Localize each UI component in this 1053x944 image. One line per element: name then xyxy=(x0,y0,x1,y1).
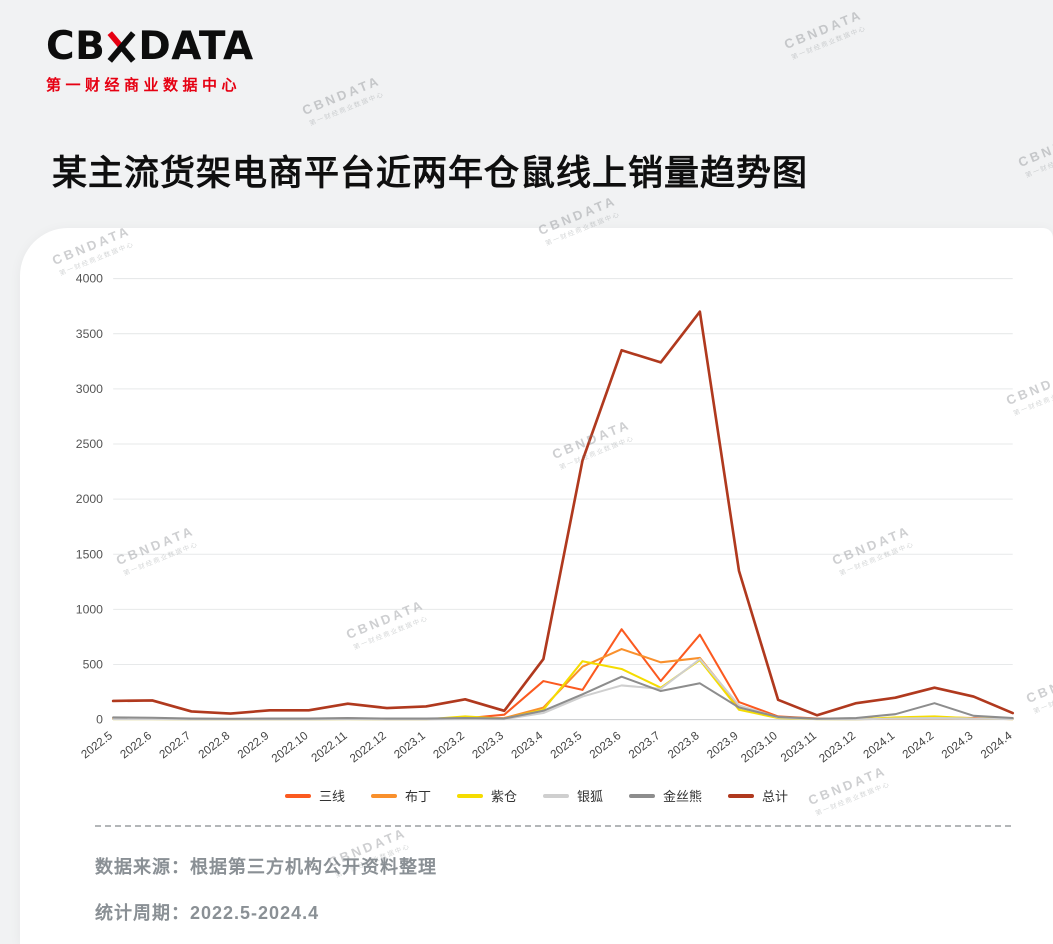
legend-swatch xyxy=(629,793,656,798)
logo-x-mark-icon xyxy=(107,30,136,63)
y-tick-label: 4000 xyxy=(76,272,103,286)
logo-subtitle: 第一财经商业数据中心 xyxy=(46,77,242,94)
x-tick-label: 2023.7 xyxy=(626,729,662,761)
legend-swatch xyxy=(456,793,483,798)
legend-item-三线: 三线 xyxy=(284,786,345,805)
x-tick-label: 2023.9 xyxy=(705,729,741,761)
legend-item-金丝熊: 金丝熊 xyxy=(629,786,702,805)
x-tick-label: 2023.3 xyxy=(470,729,506,761)
chart-legend: 三线 布丁 紫仓 银狐 金丝熊 总计 xyxy=(20,786,1053,805)
legend-item-总计: 总计 xyxy=(728,786,788,805)
series-line-紫仓 xyxy=(112,659,1014,721)
y-tick-label: 2000 xyxy=(76,492,103,506)
x-tick-label: 2022.11 xyxy=(309,729,350,765)
legend-label: 布丁 xyxy=(404,789,431,804)
x-tick-label: 2023.12 xyxy=(817,729,858,765)
series-line-银狐 xyxy=(112,658,1014,721)
y-tick-label: 3500 xyxy=(76,327,103,341)
x-tick-label: 2022.10 xyxy=(269,729,311,766)
y-tick-label: 1500 xyxy=(76,547,103,561)
x-tick-label: 2023.10 xyxy=(739,729,781,766)
y-tick-label: 1000 xyxy=(76,602,103,616)
series-line-金丝熊 xyxy=(112,675,1014,720)
x-tick-label: 2022.5 xyxy=(79,729,116,762)
series-line-总计 xyxy=(111,310,1015,717)
x-tick-label: 2022.6 xyxy=(118,729,154,761)
x-tick-label: 2024.2 xyxy=(900,729,936,761)
y-tick-label: 2500 xyxy=(76,437,103,451)
x-tick-label: 2024.3 xyxy=(939,729,975,761)
legend-label: 金丝熊 xyxy=(663,789,703,804)
legend-item-布丁: 布丁 xyxy=(370,786,431,805)
x-tick-label: 2022.12 xyxy=(347,729,388,765)
x-tick-label: 2023.6 xyxy=(587,729,623,761)
legend-item-银狐: 银狐 xyxy=(543,786,603,805)
legend-swatch xyxy=(543,793,569,798)
legend-label: 紫仓 xyxy=(490,789,517,804)
x-tick-label: 2023.2 xyxy=(431,729,467,761)
legend-swatch xyxy=(728,793,755,798)
cbndata-logo: CB DATA 第一财经商业数据中心 xyxy=(46,24,1053,95)
logo-text-cb: CB xyxy=(46,24,106,69)
legend-swatch xyxy=(284,793,311,798)
x-tick-label: 2024.4 xyxy=(978,729,1015,762)
legend-item-紫仓: 紫仓 xyxy=(456,786,517,805)
legend-label: 总计 xyxy=(762,789,789,804)
legend-label: 银狐 xyxy=(577,789,604,804)
y-tick-label: 0 xyxy=(96,713,103,727)
stat-period-line: 统计周期：2022.5-2024.4 xyxy=(95,903,320,923)
x-tick-label: 2022.7 xyxy=(157,729,193,761)
y-tick-label: 500 xyxy=(83,658,104,672)
logo-text-data: DATA xyxy=(138,24,254,69)
data-source-line: 数据来源：根据第三方机构公开资料整理 xyxy=(95,857,437,877)
header: CB DATA 第一财经商业数据中心 xyxy=(0,0,1053,95)
x-tick-label: 2023.11 xyxy=(778,729,819,765)
page-title: 某主流货架电商平台近两年仓鼠线上销量趋势图 xyxy=(52,154,809,193)
x-tick-label: 2023.4 xyxy=(509,729,546,762)
dashed-divider xyxy=(95,825,1011,827)
x-tick-label: 2023.5 xyxy=(548,729,585,762)
y-tick-label: 3000 xyxy=(76,382,103,396)
chart-card: 0 500 1000 1500 2000 2500 3000 3500 4000 2022.5 20… xyxy=(20,228,1053,944)
legend-label: 三线 xyxy=(318,789,345,804)
legend-swatch xyxy=(370,793,397,798)
logo-wordmark: CB DATA xyxy=(46,24,1053,69)
x-tick-label: 2023.1 xyxy=(392,729,428,761)
x-tick-label: 2023.8 xyxy=(665,729,701,761)
x-tick-label: 2024.1 xyxy=(861,729,897,761)
x-tick-label: 2022.8 xyxy=(196,729,232,761)
x-tick-label: 2022.9 xyxy=(235,729,271,761)
